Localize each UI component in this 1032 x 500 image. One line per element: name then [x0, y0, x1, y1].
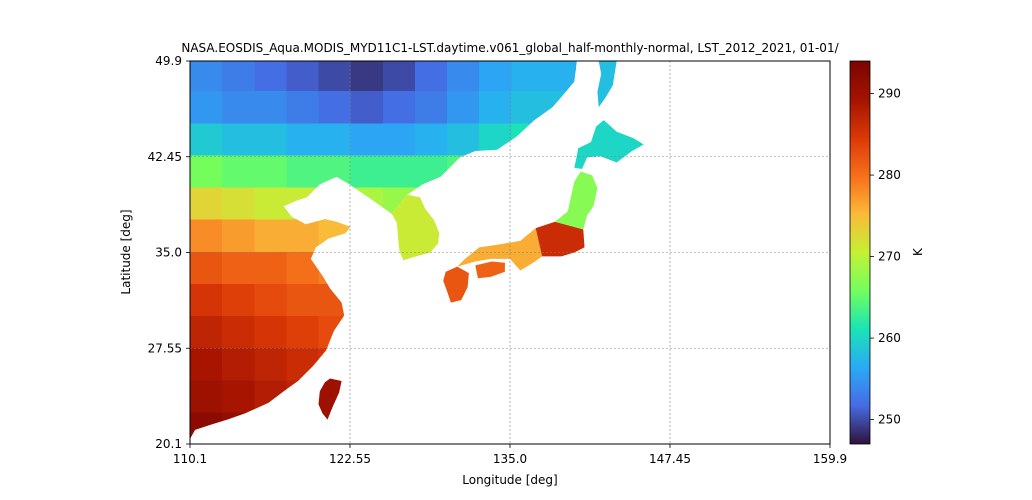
heatmap-cell — [222, 90, 255, 124]
heatmap-cell — [190, 251, 223, 284]
heatmap-cell — [350, 90, 384, 124]
heatmap-cell — [254, 154, 287, 188]
heatmap-cell — [447, 61, 480, 92]
heatmap-cell — [511, 61, 544, 92]
x-tick-label: 110.1 — [173, 452, 207, 466]
heatmap-cell — [254, 122, 287, 156]
x-axis-label: Longitude [deg] — [462, 473, 557, 487]
heatmap-cell — [447, 122, 480, 156]
heatmap-cell — [222, 187, 255, 220]
heatmap-cell — [318, 122, 352, 156]
heatmap-cell — [447, 90, 480, 124]
heatmap-cell — [414, 90, 448, 124]
heatmap-cell — [222, 219, 255, 252]
heatmap-cell — [222, 61, 255, 92]
heatmap-cell — [254, 219, 287, 252]
colorbar-ticks: 290 280 270 260 250 — [870, 87, 901, 427]
heatmap-cell — [254, 187, 287, 220]
heatmap-cell — [382, 61, 416, 92]
x-tick-label: 122.55 — [329, 452, 371, 466]
heatmap-cell — [190, 347, 223, 381]
colorbar-label: K — [911, 247, 925, 256]
heatmap-cell — [286, 315, 320, 349]
heatmap-cell — [286, 61, 320, 92]
heatmap-cell — [222, 347, 255, 381]
y-axis: 49.9 42.45 35.0 27.55 20.1 — [148, 54, 190, 451]
heatmap-cell — [479, 90, 512, 124]
heatmap-cell — [318, 61, 352, 92]
colorbar-tick-label: 280 — [878, 168, 901, 182]
heatmap-cell — [286, 283, 320, 316]
heatmap-cell — [222, 283, 255, 316]
heatmap-cell — [190, 154, 223, 188]
x-tick-label: 159.9 — [813, 452, 847, 466]
region-shikoku — [475, 261, 505, 279]
heatmap-cell — [479, 61, 512, 92]
colorbar: 290 280 270 260 250 K — [849, 60, 925, 445]
y-tick-label: 20.1 — [155, 437, 182, 451]
colorbar-tick-label: 250 — [878, 413, 901, 427]
heatmap-cell — [222, 122, 255, 156]
heatmap-cell — [190, 379, 223, 413]
region-honshu-kanto — [535, 221, 585, 257]
colorbar-bar — [849, 60, 871, 445]
heatmap-cell — [190, 283, 223, 316]
region-taiwan — [318, 378, 342, 420]
heatmap-cell — [414, 61, 448, 92]
x-axis: 110.1 122.55 135.0 147.45 159.9 — [173, 444, 847, 466]
heatmap-cell — [254, 61, 287, 92]
heatmap-cell — [254, 347, 287, 381]
heatmap-cell — [190, 187, 223, 220]
heatmap-cell — [286, 90, 320, 124]
heatmap-cell — [222, 251, 255, 284]
region-honshu-north — [555, 171, 598, 230]
heatmap-cell — [222, 154, 255, 188]
heatmap-cell — [382, 154, 416, 188]
heatmap-cell — [286, 122, 320, 156]
heatmap-cell — [254, 251, 287, 284]
heatmap-cell — [350, 154, 384, 188]
y-tick-label: 49.9 — [155, 54, 182, 68]
x-tick-label: 147.45 — [649, 452, 691, 466]
plot-area — [189, 60, 831, 445]
y-axis-label: Latitude [deg] — [119, 209, 133, 294]
heatmap-cell — [222, 315, 255, 349]
heatmap-cell — [414, 122, 448, 156]
y-tick-label: 27.55 — [148, 341, 182, 355]
heatmap-cell — [190, 61, 223, 92]
heatmap-cell — [222, 379, 255, 413]
colorbar-tick-label: 260 — [878, 331, 901, 345]
region-kyushu — [443, 266, 469, 303]
heatmap-cell — [254, 315, 287, 349]
heatmap-cell — [382, 122, 416, 156]
heatmap-cell — [190, 90, 223, 124]
x-tick-label: 135.0 — [493, 452, 527, 466]
colorbar-tick-label: 270 — [878, 250, 901, 264]
heatmap-cell — [350, 61, 384, 92]
heatmap-cell — [190, 315, 223, 349]
chart-title: NASA.EOSDIS_Aqua.MODIS_MYD11C1-LST.dayti… — [181, 41, 839, 55]
y-tick-label: 42.45 — [148, 150, 182, 164]
land-regions — [318, 61, 644, 420]
region-korea — [391, 194, 440, 261]
heatmap-cell — [254, 283, 287, 316]
heatmap-cell — [190, 122, 223, 156]
heatmap-cell — [350, 122, 384, 156]
heatmap-cell — [318, 90, 352, 124]
region-honshu-south — [457, 228, 543, 271]
heatmap-cell — [254, 90, 287, 124]
heatmap-cell — [286, 219, 320, 252]
y-tick-label: 35.0 — [155, 246, 182, 260]
heatmap-cell — [190, 219, 223, 252]
region-sakhalin — [597, 61, 617, 108]
heatmap-cell — [286, 154, 320, 188]
heatmap-cell — [382, 90, 416, 124]
colorbar-tick-label: 290 — [878, 87, 901, 101]
